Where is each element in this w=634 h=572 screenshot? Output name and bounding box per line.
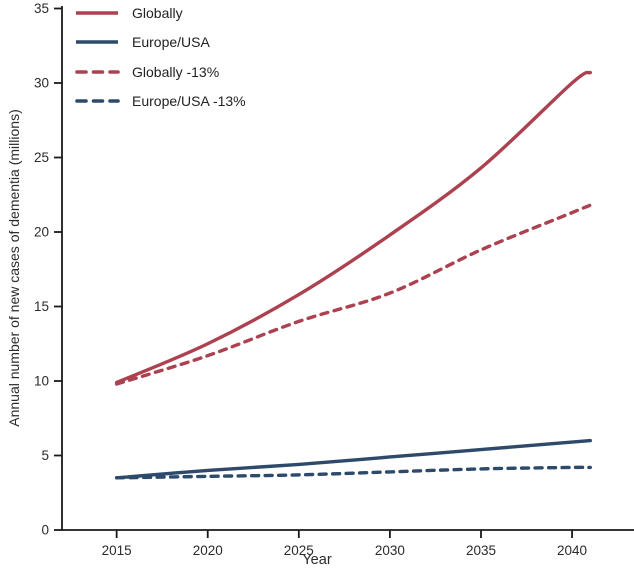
legend-label-globally-13: Globally -13% xyxy=(132,63,220,80)
legend-line-solid-blue-icon xyxy=(76,40,118,45)
y-axis-title: Annual number of new cases of dementia (… xyxy=(6,109,22,427)
y-tick-label: 30 xyxy=(34,76,49,91)
series-line-europe-usa-13- xyxy=(114,465,592,480)
legend-label-europe-usa-13: Europe/USA -13% xyxy=(132,93,246,110)
legend-item-globally: Globally xyxy=(74,0,246,28)
legend-item-globally-13: Globally -13% xyxy=(74,57,246,87)
y-tick-label: 25 xyxy=(34,150,49,165)
y-tick-label: 5 xyxy=(41,448,49,463)
legend-label-globally: Globally xyxy=(132,4,183,21)
x-tick-label: 2040 xyxy=(557,543,587,558)
series-line-globally-13- xyxy=(114,203,592,386)
x-tick-label: 2015 xyxy=(102,543,132,558)
y-tick-label: 10 xyxy=(34,374,49,389)
series-line-europe-usa xyxy=(114,438,592,480)
y-tick-label: 15 xyxy=(34,299,49,314)
x-tick-label: 2020 xyxy=(193,543,223,558)
y-tick-label: 20 xyxy=(34,225,49,240)
legend-line-dashed-blue-icon xyxy=(75,99,120,104)
legend-item-europe-usa: Europe/USA xyxy=(74,28,246,58)
x-tick-label: 2030 xyxy=(375,543,405,558)
legend-line-dashed-red-icon xyxy=(75,69,120,74)
series-line-globally xyxy=(114,70,592,385)
legend-line-solid-red-icon xyxy=(76,10,118,15)
x-tick-label: 2025 xyxy=(284,543,314,558)
legend-item-europe-usa-13: Europe/USA -13% xyxy=(74,87,246,117)
chart-legend: Globally Europe/USA Globally -13% Europe… xyxy=(74,0,246,116)
x-tick-label: 2035 xyxy=(466,543,496,558)
y-tick-label: 0 xyxy=(41,523,49,538)
x-axis-title: Year xyxy=(302,552,332,568)
y-tick-label: 35 xyxy=(34,1,49,16)
legend-label-europe-usa: Europe/USA xyxy=(132,34,210,51)
